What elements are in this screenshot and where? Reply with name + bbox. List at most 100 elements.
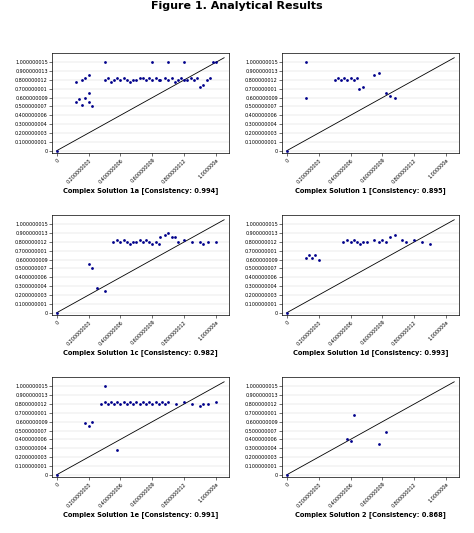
Point: [133, 238, 140, 246]
Point: [392, 93, 399, 102]
Point: [419, 238, 426, 246]
Point: [101, 286, 109, 295]
Point: [340, 74, 348, 83]
Point: [410, 236, 418, 245]
Point: [136, 74, 144, 83]
Point: [113, 236, 121, 245]
Point: [212, 238, 220, 246]
Point: [168, 74, 175, 83]
Point: [382, 238, 390, 246]
Point: [189, 238, 196, 246]
Point: [315, 255, 322, 264]
Point: [190, 76, 198, 84]
Point: [88, 102, 96, 111]
Point: [129, 76, 137, 84]
Point: [350, 410, 357, 419]
Point: [107, 77, 115, 86]
Point: [398, 236, 405, 245]
Point: [156, 76, 164, 84]
Point: [382, 89, 390, 98]
X-axis label: Complex Solution 1 [Consistency: 0.895]: Complex Solution 1 [Consistency: 0.895]: [295, 187, 446, 194]
Point: [126, 77, 134, 86]
Point: [152, 398, 159, 407]
Point: [181, 76, 188, 84]
Point: [109, 238, 116, 246]
X-axis label: Complex Solution 2 [Consistency: 0.868]: Complex Solution 2 [Consistency: 0.868]: [295, 511, 446, 518]
Point: [85, 260, 92, 268]
Point: [75, 95, 83, 103]
Point: [146, 238, 153, 246]
Point: [283, 471, 291, 479]
Point: [200, 239, 207, 248]
Point: [171, 233, 179, 242]
Point: [155, 239, 163, 248]
Point: [193, 74, 201, 83]
Point: [146, 398, 153, 407]
Point: [142, 76, 150, 84]
Point: [200, 400, 207, 408]
Point: [392, 231, 399, 239]
Point: [148, 239, 156, 248]
Point: [353, 74, 361, 83]
Point: [212, 58, 220, 67]
Point: [117, 238, 124, 246]
Point: [72, 98, 80, 106]
Point: [113, 398, 121, 407]
Point: [98, 400, 105, 408]
Text: Figure 1. Analytical Results: Figure 1. Analytical Results: [151, 1, 323, 11]
Point: [181, 58, 188, 67]
X-axis label: Complex Solution 1e [Consistency: 0.991]: Complex Solution 1e [Consistency: 0.991]: [63, 511, 218, 518]
Point: [82, 419, 89, 427]
Point: [155, 76, 163, 84]
Point: [78, 76, 86, 84]
Point: [85, 98, 92, 106]
Point: [353, 238, 361, 246]
Point: [88, 417, 96, 426]
Point: [85, 89, 92, 98]
Point: [375, 238, 383, 246]
Point: [85, 71, 92, 80]
Point: [152, 74, 159, 83]
Point: [117, 400, 124, 408]
Point: [196, 238, 204, 246]
Point: [387, 233, 394, 242]
Point: [371, 236, 378, 245]
Point: [387, 92, 394, 100]
Point: [203, 76, 210, 84]
Point: [379, 236, 386, 245]
Point: [347, 238, 355, 246]
Point: [375, 440, 383, 448]
Point: [53, 309, 61, 317]
Point: [371, 71, 378, 80]
Point: [158, 398, 166, 407]
Point: [136, 400, 144, 408]
Point: [196, 401, 204, 410]
X-axis label: Complex Solution 1d [Consistency: 0.993]: Complex Solution 1d [Consistency: 0.993]: [293, 349, 448, 356]
Point: [53, 471, 61, 479]
Point: [156, 233, 164, 242]
Point: [148, 58, 156, 67]
Point: [136, 236, 144, 245]
Point: [337, 76, 345, 84]
Point: [356, 239, 364, 248]
Point: [331, 76, 338, 84]
Point: [302, 93, 310, 102]
Point: [85, 422, 92, 430]
Point: [78, 100, 86, 109]
Point: [139, 238, 146, 246]
Point: [344, 435, 351, 443]
Point: [334, 74, 342, 83]
Point: [93, 284, 100, 292]
Point: [107, 398, 115, 407]
Point: [110, 76, 118, 84]
Point: [120, 236, 128, 245]
Point: [104, 74, 111, 83]
Point: [113, 446, 121, 454]
Point: [133, 398, 140, 407]
Point: [350, 236, 357, 245]
Point: [139, 74, 146, 83]
Point: [117, 76, 124, 84]
Point: [309, 254, 316, 262]
Point: [427, 239, 434, 248]
Point: [123, 76, 131, 84]
